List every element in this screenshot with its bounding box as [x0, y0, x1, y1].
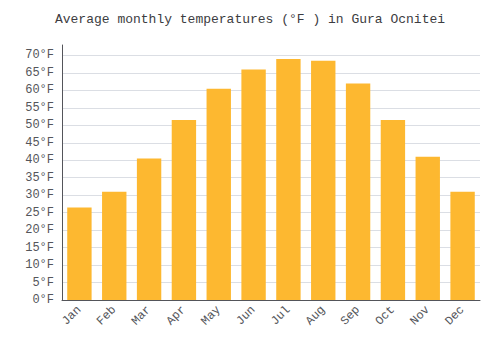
svg-text:Jul: Jul — [268, 303, 293, 328]
svg-text:Mar: Mar — [129, 303, 154, 328]
svg-text:Dec: Dec — [442, 303, 467, 328]
svg-text:Jun: Jun — [233, 303, 258, 328]
svg-text:Jan: Jan — [59, 303, 84, 328]
svg-text:Average monthly temperatures (: Average monthly temperatures (°F ) in Gu… — [55, 12, 445, 27]
svg-text:Aug: Aug — [303, 303, 328, 328]
svg-text:55°F: 55°F — [25, 101, 54, 115]
svg-text:35°F: 35°F — [25, 171, 54, 185]
svg-text:65°F: 65°F — [25, 66, 54, 80]
svg-text:Nov: Nov — [408, 303, 433, 328]
svg-text:45°F: 45°F — [25, 136, 54, 150]
svg-text:40°F: 40°F — [25, 153, 54, 167]
svg-text:May: May — [199, 303, 224, 328]
svg-text:15°F: 15°F — [25, 241, 54, 255]
svg-text:10°F: 10°F — [25, 258, 54, 272]
svg-text:60°F: 60°F — [25, 83, 54, 97]
svg-text:20°F: 20°F — [25, 223, 54, 237]
svg-text:50°F: 50°F — [25, 118, 54, 132]
svg-text:25°F: 25°F — [25, 206, 54, 220]
svg-text:5°F: 5°F — [32, 276, 54, 290]
svg-text:30°F: 30°F — [25, 188, 54, 202]
svg-text:0°F: 0°F — [32, 293, 54, 307]
svg-text:Oct: Oct — [373, 303, 398, 328]
svg-text:Apr: Apr — [164, 303, 189, 328]
svg-text:Sep: Sep — [338, 303, 363, 328]
svg-text:70°F: 70°F — [25, 48, 54, 62]
svg-text:Feb: Feb — [94, 303, 119, 328]
